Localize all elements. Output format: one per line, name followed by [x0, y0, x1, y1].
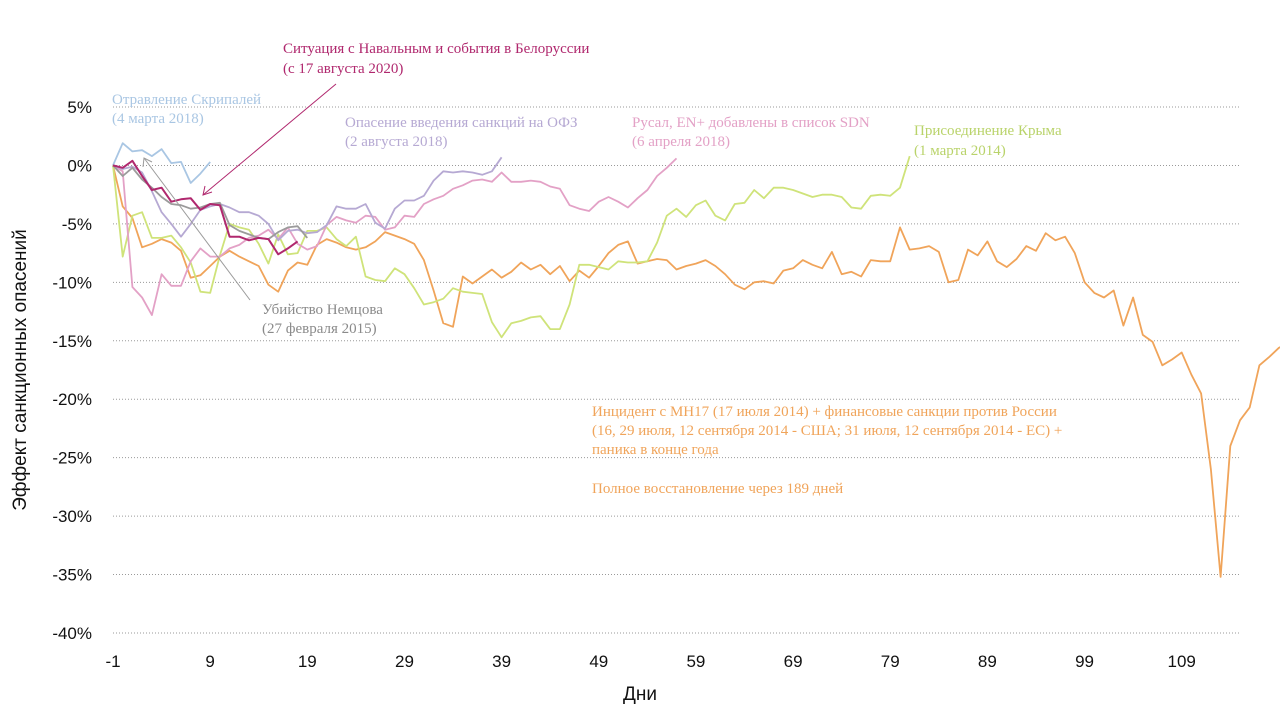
annotation-navalny-date: (с 17 августа 2020) [283, 61, 403, 77]
y-tick-label: -25% [52, 449, 92, 468]
x-tick-label: 89 [978, 652, 997, 671]
x-tick-label: 79 [881, 652, 900, 671]
series-line-navalny [112, 159, 299, 256]
annotation-nemtsov-title: Убийство Немцова [262, 302, 383, 318]
x-tick-label: 29 [395, 652, 414, 671]
annotation-mh17-line1: Инцидент с МН17 (17 июля 2014) + финансо… [592, 404, 1057, 420]
annotation-crimea-title: Присоединение Крыма [914, 123, 1062, 139]
x-tick-label: 19 [298, 652, 317, 671]
series-line-skripal [112, 142, 211, 184]
y-tick-label: 5% [67, 98, 92, 117]
annotation-ofz-title: Опасение введения санкций на ОФЗ [345, 115, 577, 131]
annotation-nemtsov-arrow [143, 157, 251, 301]
annotation-skripal-date: (4 марта 2018) [112, 111, 204, 127]
x-tick-label: 99 [1075, 652, 1094, 671]
series-line-mh17 [112, 165, 1280, 578]
series-lines [112, 142, 1280, 578]
annotation-ofz-date: (2 августа 2018) [345, 134, 447, 150]
annotation-mh17-line3: паника в конце года [592, 442, 719, 458]
annotation-rusal-date: (6 апреля 2018) [632, 134, 730, 150]
annotation-rusal-title: Русал, EN+ добавлены в список SDN [632, 115, 870, 131]
annotation-mh17-recovery: Полное восстановление через 189 дней [592, 481, 843, 497]
y-tick-label: -35% [52, 566, 92, 585]
y-tick-label: -15% [52, 332, 92, 351]
y-tick-label: -10% [52, 273, 92, 292]
y-axis-ticks: 5% 0% -5% -10% -15% -20% -25% -30% -35% -40% [52, 98, 92, 643]
x-axis-ticks: -1 9 19 29 39 49 59 69 79 89 99 109 [105, 652, 1195, 671]
series-line-crimea [112, 155, 911, 339]
x-tick-label: 59 [686, 652, 705, 671]
annotation-nemtsov-arrowhead [142, 157, 153, 168]
x-tick-label: 69 [784, 652, 803, 671]
series-line-ofz [112, 156, 503, 242]
annotation-nemtsov-date: (27 февраля 2015) [262, 321, 377, 337]
annotation-crimea-date: (1 марта 2014) [914, 143, 1006, 159]
x-tick-label: 109 [1168, 652, 1196, 671]
series-line-rusal [112, 157, 678, 317]
y-axis-title: Эффект санкционных опасений [10, 229, 31, 511]
y-tick-label: 0% [67, 156, 92, 175]
annotation-navalny-title: Ситуация с Навальным и события в Белорус… [283, 41, 589, 57]
y-tick-label: -5% [62, 215, 92, 234]
annotation-navalny-arrow [202, 83, 337, 196]
y-tick-label: -40% [52, 624, 92, 643]
annotation-mh17-line2: (16, 29 июля, 12 сентября 2014 - США; 31… [592, 423, 1062, 439]
annotation-skripal-title: Отравление Скрипалей [112, 92, 261, 108]
x-tick-label: -1 [105, 652, 120, 671]
annotation-navalny-arrowhead [202, 185, 213, 196]
y-tick-label: -20% [52, 390, 92, 409]
x-tick-label: 49 [589, 652, 608, 671]
y-tick-label: -30% [52, 507, 92, 526]
x-axis-title: Дни [623, 684, 657, 705]
grid-lines [113, 106, 1240, 634]
x-tick-label: 9 [205, 652, 214, 671]
x-tick-label: 39 [492, 652, 511, 671]
